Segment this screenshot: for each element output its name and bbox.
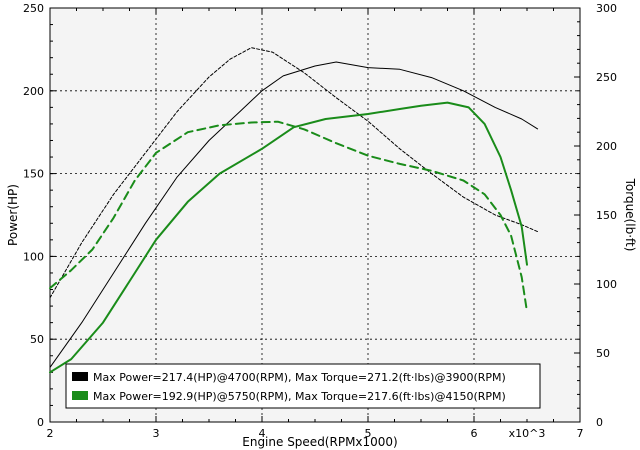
x-axis-title: Engine Speed(RPMx1000) xyxy=(242,435,398,449)
y-left-tick-label: 0 xyxy=(37,416,44,429)
y-right-tick-label: 0 xyxy=(596,416,603,429)
black-torque-line xyxy=(49,47,539,299)
x-tick-label: 3 xyxy=(153,427,160,440)
x-tick-label: 7 xyxy=(577,427,584,440)
x-tick-label: 6 xyxy=(471,427,478,440)
x-tick-label: 2 xyxy=(47,427,54,440)
legend-box xyxy=(65,363,541,409)
legend: Max Power=217.4(HP)@4700(RPM), Max Torqu… xyxy=(65,363,541,409)
y-right-tick-label: 100 xyxy=(596,278,617,291)
y-right-tick-label: 50 xyxy=(596,347,610,360)
legend-swatch-1 xyxy=(72,372,88,381)
y-left-tick-label: 50 xyxy=(30,333,44,346)
y-right-tick-label: 250 xyxy=(596,71,617,84)
y-right-tick-label: 150 xyxy=(596,209,617,222)
legend-label-2: Max Power=192.9(HP)@5750(RPM), Max Torqu… xyxy=(93,390,506,403)
y-axis-left-title: Power(HP) xyxy=(6,184,20,246)
y-right-tick-label: 200 xyxy=(596,140,617,153)
y-left-tick-label: 150 xyxy=(23,168,44,181)
green-torque-line xyxy=(49,120,528,313)
y-left-tick-label: 100 xyxy=(23,250,44,263)
tick-marks xyxy=(49,7,581,423)
x-multiplier-label: x10^3 xyxy=(509,427,546,440)
legend-swatch-2 xyxy=(72,391,88,400)
legend-label-1: Max Power=217.4(HP)@4700(RPM), Max Torqu… xyxy=(93,371,506,384)
x-tick-label: 4 xyxy=(259,427,266,440)
green-power-line xyxy=(49,101,528,374)
y-axis-right-title: Torque(lb·ft) xyxy=(623,178,637,252)
y-left-tick-label: 200 xyxy=(23,85,44,98)
plot-area xyxy=(49,7,581,423)
y-right-tick-label: 300 xyxy=(596,2,617,15)
grid xyxy=(50,8,580,422)
series-group xyxy=(49,47,539,374)
y-left-tick-label: 250 xyxy=(23,2,44,15)
black-power-line xyxy=(49,61,539,368)
x-tick-label: 5 xyxy=(365,427,372,440)
